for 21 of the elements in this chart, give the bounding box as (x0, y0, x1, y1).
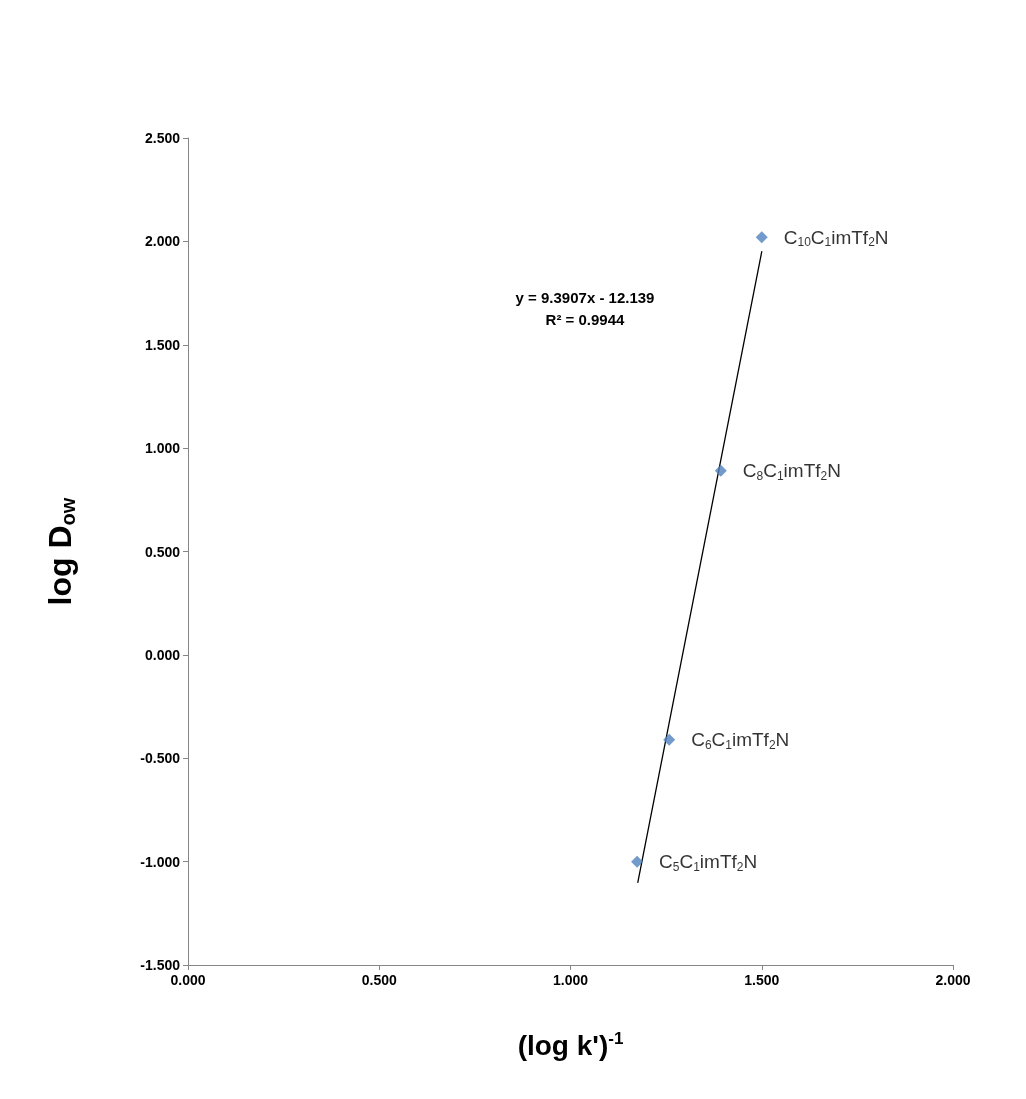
x-tick-label: 0.500 (361, 972, 397, 988)
y-tick-label: -1.000 (140, 853, 181, 870)
x-tick-label: 0.000 (170, 972, 206, 988)
y-tick-label: 1.000 (144, 440, 181, 457)
y-tick-label: -1.500 (140, 957, 181, 973)
y-tick-label: 0.500 (144, 543, 181, 560)
point (631, 855, 644, 868)
x-tick-label: 1.500 (744, 972, 780, 988)
annotation: y = 9.3907x - 12.139 (515, 289, 655, 306)
x-tick-label: 1.000 (552, 972, 589, 988)
y-tick-label: 2.000 (144, 233, 181, 250)
point (755, 231, 768, 244)
y-tick-label: 1.500 (144, 336, 181, 353)
y-tick-label: 2.500 (144, 130, 181, 146)
x-tick-label: 2.000 (935, 972, 971, 988)
y-tick-label: -0.500 (140, 750, 181, 767)
point (714, 464, 727, 477)
point (663, 733, 676, 746)
y-tick-label: 0.000 (144, 646, 181, 663)
y-axis-title: log Dow (42, 497, 79, 606)
annotation: R² = 0.9944 (545, 311, 626, 328)
